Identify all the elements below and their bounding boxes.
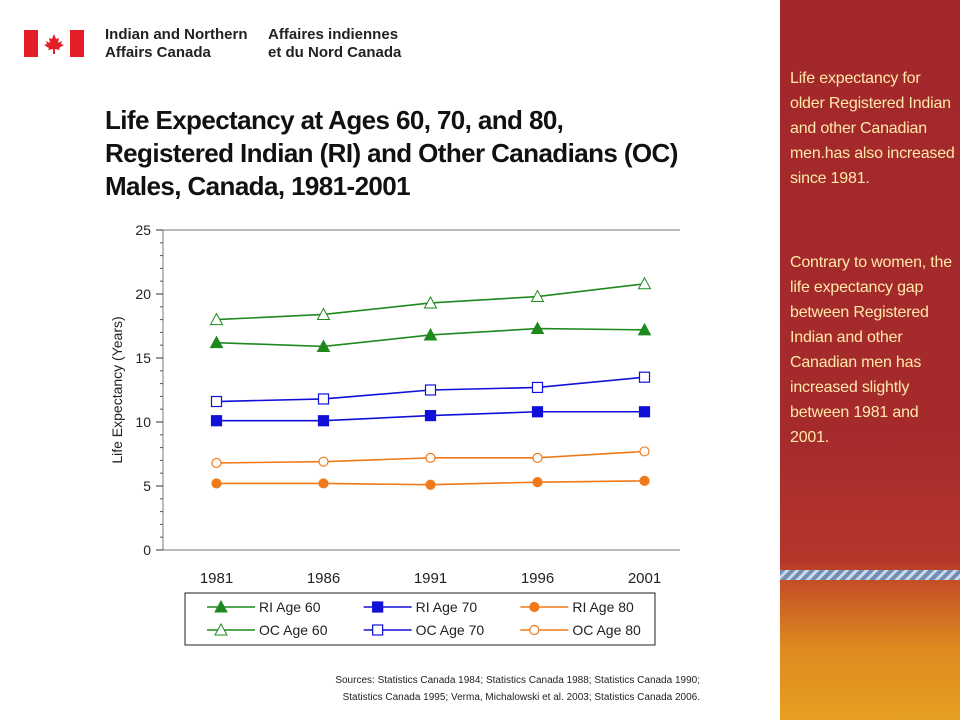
life-expectancy-chart: 0 5 10 15 20 25 1981 1986 1991 1996 2001 Life Expec… <box>109 222 680 646</box>
data-point <box>532 452 543 463</box>
sidebar-paragraph-2: Contrary to women, the life expectancy g… <box>790 254 952 446</box>
y-axis-label: Life Expectancy (Years) <box>109 316 125 463</box>
data-point <box>639 475 650 486</box>
data-point <box>316 307 331 320</box>
data-point <box>210 415 223 427</box>
data-point <box>638 371 651 383</box>
data-point <box>424 384 437 396</box>
data-point <box>209 335 224 349</box>
department-name-english: Indian and Northern Affairs Canada <box>105 26 248 61</box>
sidebar-panel: Life expectancy for older Registered Ind… <box>780 0 960 720</box>
data-point <box>211 457 222 469</box>
legend-label: RI Age 70 <box>416 599 478 615</box>
legend-label: OC Age 80 <box>572 622 641 638</box>
chart-legend: RI Age 60 RI Age 70 RI Age 80 OC Age 60 OC A… <box>184 592 656 646</box>
x-tick-label: 2001 <box>628 570 661 587</box>
data-point <box>638 406 651 418</box>
sources-note: Sources: Statistics Canada 1984; Statist… <box>335 675 700 703</box>
legend-marker <box>372 624 384 636</box>
data-point <box>316 339 331 352</box>
x-tick-label: 1986 <box>307 570 340 587</box>
x-tick-label: 1991 <box>414 570 447 587</box>
sidebar-paragraph-1: Life expectancy for older Registered Ind… <box>790 70 955 187</box>
y-tick-label: 15 <box>135 350 151 366</box>
header: Indian and Northern Affairs Canada Affai… <box>0 0 780 80</box>
y-tick-label: 25 <box>135 222 151 238</box>
data-point <box>425 452 436 463</box>
data-point <box>423 327 438 341</box>
canada-flag-icon <box>24 30 84 57</box>
plot-area: 0 5 10 15 20 25 1981 1986 1991 1996 2001 Life Expec… <box>109 222 680 587</box>
data-point <box>423 295 438 309</box>
data-point <box>425 479 436 490</box>
legend-label: OC Age 60 <box>259 622 328 638</box>
data-point <box>531 381 544 394</box>
data-point <box>530 289 545 303</box>
data-point <box>532 477 543 488</box>
legend-marker <box>529 601 540 613</box>
data-point <box>530 321 545 335</box>
y-tick-label: 5 <box>143 478 151 494</box>
data-point <box>211 478 222 489</box>
data-point <box>317 415 330 427</box>
data-point <box>637 322 652 336</box>
legend-marker <box>214 622 228 636</box>
data-point <box>318 456 329 467</box>
legend-label: RI Age 80 <box>572 599 634 615</box>
legend-label: RI Age 60 <box>259 599 321 615</box>
legend-marker <box>372 601 384 613</box>
data-point <box>424 410 437 422</box>
data-point <box>209 312 224 326</box>
data-point <box>637 276 652 290</box>
legend-marker <box>214 599 228 613</box>
legend-marker <box>529 624 540 636</box>
y-tick-label: 0 <box>143 542 151 558</box>
legend-frame <box>184 592 656 646</box>
slide-title: Life Expectancy at Ages 60, 70, and 80, … <box>105 105 678 201</box>
department-name-french: Affaires indiennes et du Nord Canada <box>268 26 402 61</box>
legend-label: OC Age 70 <box>416 622 485 638</box>
x-tick-label: 1996 <box>521 570 554 587</box>
data-point <box>210 395 223 408</box>
data-point <box>317 393 330 405</box>
data-point <box>639 446 650 457</box>
y-tick-label: 20 <box>135 286 151 302</box>
data-point <box>318 478 329 489</box>
data-point <box>531 406 544 418</box>
x-tick-label: 1981 <box>200 570 233 587</box>
y-tick-label: 10 <box>135 414 151 430</box>
decorative-stripe <box>780 570 960 580</box>
